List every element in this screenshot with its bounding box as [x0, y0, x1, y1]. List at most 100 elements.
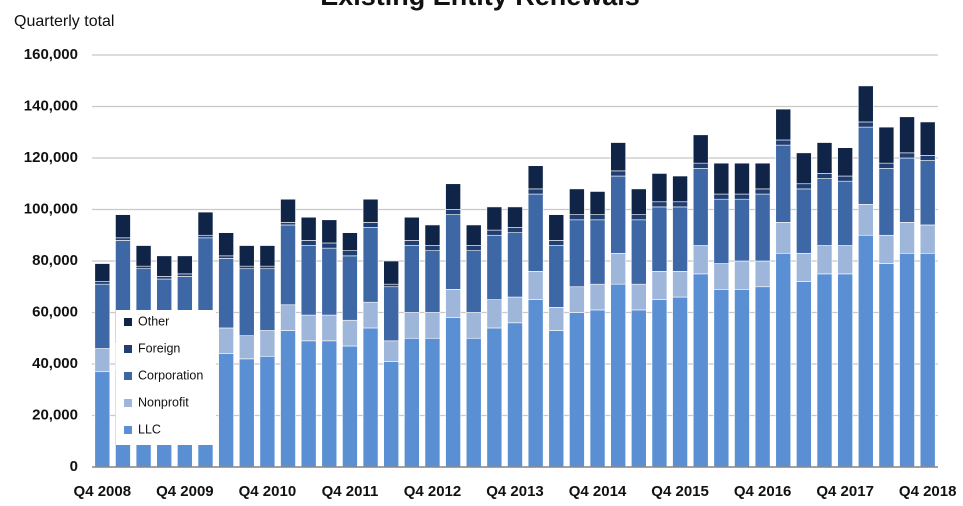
bar-segment [610, 175, 626, 254]
bar-segment [775, 144, 792, 223]
bar-segment [651, 299, 668, 468]
bar-segment [280, 198, 296, 223]
bar-segment [342, 319, 358, 347]
bar-segment [796, 281, 812, 468]
y-tick-label: 40,000 [32, 355, 78, 372]
bar-segment [424, 337, 441, 468]
legend-marker [124, 318, 132, 326]
bar-segment [713, 193, 730, 200]
bar-segment [342, 345, 358, 468]
bar-segment [919, 252, 936, 468]
bar-segment [424, 250, 441, 313]
bar-segment [238, 358, 255, 468]
bar-segment [692, 245, 709, 275]
legend-label: LLC [138, 422, 161, 436]
bar-segment [280, 222, 296, 226]
bar-segment [404, 245, 420, 313]
bar-segment [300, 314, 317, 342]
x-tick-label: Q4 2017 [816, 483, 874, 500]
bar-segment [362, 327, 379, 468]
bar-segment [486, 299, 503, 329]
bar-segment [899, 152, 915, 159]
bar-segment [631, 309, 647, 468]
bar-segment [796, 188, 812, 254]
bar-segment [486, 234, 503, 300]
bar-segment [857, 204, 874, 236]
bar-segment [527, 270, 544, 300]
bar-segment [754, 193, 771, 262]
bar-segment [816, 245, 833, 275]
bar-segment [321, 247, 338, 316]
x-tick-label: Q4 2011 [322, 483, 379, 500]
bar-segment [589, 309, 606, 468]
bar-segment [651, 270, 668, 300]
bar-segment [713, 162, 730, 195]
bar-segment [775, 139, 792, 146]
bar-segment [569, 286, 585, 313]
x-tick-label: Q4 2016 [734, 483, 792, 500]
bar-segment [94, 281, 111, 285]
bar-segment [837, 147, 853, 177]
bar-segment [899, 252, 915, 468]
bar-segment [857, 121, 874, 128]
bar-segment [383, 340, 399, 362]
bar-segment [94, 348, 111, 373]
bar-segment [300, 216, 317, 241]
bar-segment [197, 211, 214, 236]
y-tick-label: 120,000 [24, 149, 78, 166]
bar-segment [548, 330, 565, 468]
bar-segment [404, 216, 420, 241]
y-tick-label: 0 [70, 458, 78, 475]
bar-segment [527, 299, 544, 468]
bar-segment [259, 330, 276, 357]
bar-segment [465, 312, 482, 339]
bar-segment [445, 317, 461, 468]
bar-segment [94, 283, 111, 349]
bar-segment [878, 263, 895, 468]
bar-segment [527, 188, 544, 195]
y-tick-label: 140,000 [24, 97, 78, 114]
x-tick-label: Q4 2012 [404, 483, 462, 500]
bar-segment [259, 245, 276, 267]
bar-segment [156, 276, 173, 280]
bar-segment [342, 232, 358, 252]
bar-segment [238, 335, 255, 360]
x-tick-label: Q4 2008 [74, 483, 132, 500]
x-tick-label: Q4 2013 [486, 483, 544, 500]
bar-segment [672, 175, 688, 203]
bar-segment [878, 162, 895, 169]
bar-segment [197, 234, 214, 239]
bar-segment [919, 155, 936, 161]
bar-segment [878, 126, 895, 164]
bar-segment [115, 214, 131, 239]
bar-segment [816, 173, 833, 179]
bar-segment [218, 255, 234, 259]
bar-segment [135, 265, 152, 270]
bar-segment [465, 245, 482, 252]
bar-segment [796, 252, 812, 282]
bar-segment [280, 304, 296, 331]
bar-segment [445, 183, 461, 210]
y-tick-label: 80,000 [32, 252, 78, 269]
bar-segment [754, 260, 771, 288]
bar-segment [754, 188, 771, 195]
bar-segment [734, 289, 750, 468]
bar-segment [280, 224, 296, 306]
bar-segment [115, 237, 131, 241]
bar-segment [692, 134, 709, 164]
bar-segment [300, 245, 317, 316]
bar-segment [404, 312, 420, 339]
bar-segment [486, 327, 503, 468]
bar-segment [569, 188, 585, 215]
bar-segment [383, 260, 399, 285]
bar-segment [631, 219, 647, 285]
bar-segment [507, 232, 523, 298]
legend-box [116, 310, 216, 445]
bar-segment [672, 201, 688, 208]
x-tick-label: Q4 2009 [156, 483, 214, 500]
bar-segment [837, 180, 853, 246]
bar-segment [610, 142, 626, 172]
legend-marker [124, 399, 132, 407]
bar-segment [816, 142, 833, 174]
bar-segment [300, 340, 317, 468]
